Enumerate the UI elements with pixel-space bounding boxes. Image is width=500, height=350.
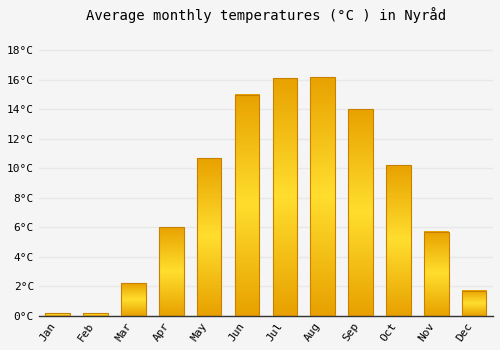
Bar: [462, 291, 486, 316]
Bar: [121, 284, 146, 316]
Bar: [272, 78, 297, 316]
Bar: [386, 166, 410, 316]
Bar: [197, 158, 222, 316]
Bar: [348, 109, 373, 316]
Bar: [159, 228, 184, 316]
Bar: [46, 313, 70, 316]
Bar: [424, 232, 448, 316]
Bar: [84, 313, 108, 316]
Title: Average monthly temperatures (°C ) in Nyråd: Average monthly temperatures (°C ) in Ny…: [86, 7, 446, 23]
Bar: [234, 94, 260, 316]
Bar: [310, 77, 335, 316]
